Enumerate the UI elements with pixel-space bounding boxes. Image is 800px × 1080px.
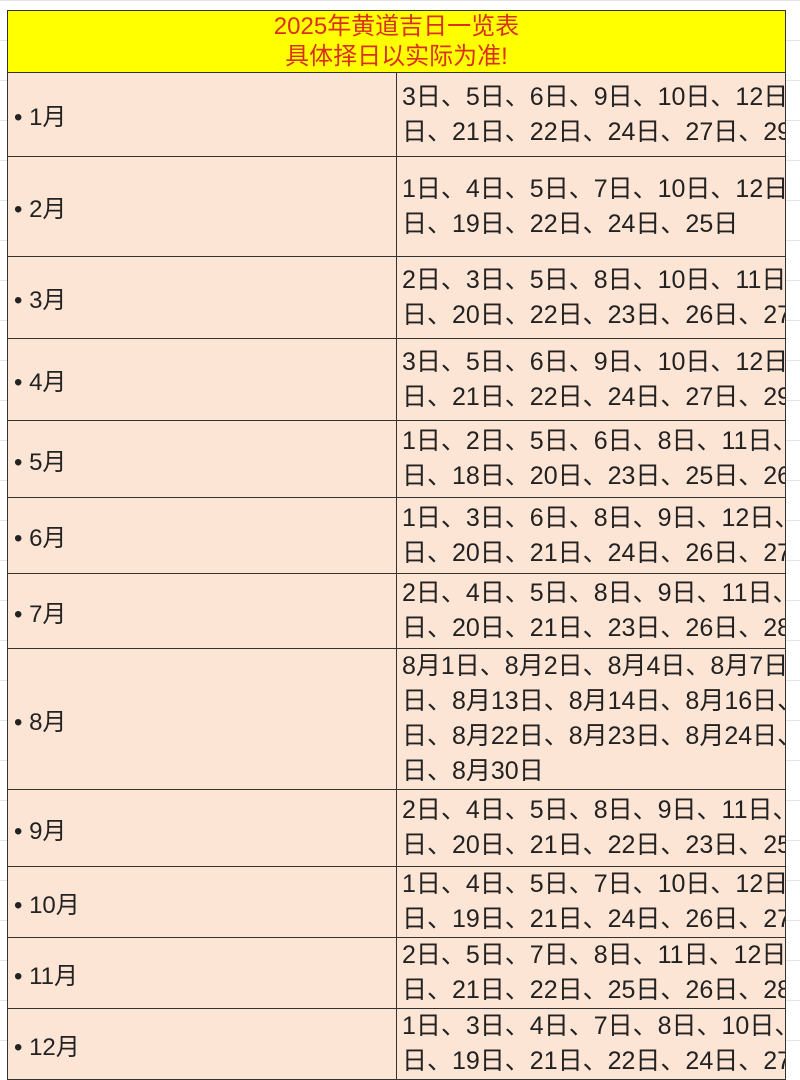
days-cell[interactable]: 2日、5日、7日、8日、11日、12日、14日、17日、19 日、21日、22日、… <box>396 937 786 1009</box>
days-line: 2日、3日、5日、8日、10日、11日、14日、15日、17 <box>402 265 786 294</box>
days-line: 3日、5日、6日、9日、10日、12日、15日、17日、18 <box>402 347 785 376</box>
table-subtitle: 具体择日以实际为准! <box>285 42 508 70</box>
auspicious-days-table: 2025年黄道吉日一览表 具体择日以实际为准! • 1月 3日、5日、6日、9日、… <box>7 10 786 1080</box>
month-cell[interactable]: • 4月 <box>7 338 397 421</box>
days-line: 2日、5日、7日、8日、11日、12日、14日、17日、19 <box>402 941 786 969</box>
days-cell[interactable]: 2日、4日、5日、8日、9日、11日、14日、16日、17 日、20日、21日、2… <box>396 789 786 867</box>
month-cell[interactable]: • 9月 <box>7 789 397 867</box>
month-cell[interactable]: • 10月 <box>7 866 397 938</box>
days-line: 日、20日、22日、23日、26日、27日、29日、31日 <box>402 300 785 329</box>
days-cell[interactable]: 1日、4日、5日、7日、10日、12日、13日、16日、17 日、19日、22日、… <box>396 156 786 257</box>
table-title: 2025年黄道吉日一览表 <box>273 12 520 40</box>
days-cell[interactable]: 1日、3日、4日、7日、8日、10日、13日、15日、16 日、19日、21日、2… <box>396 1008 786 1080</box>
month-cell[interactable]: • 8月 <box>7 648 397 790</box>
days-line: 日、19日、22日、24日、25日 <box>402 209 739 238</box>
days-cell[interactable]: 2日、4日、5日、8日、9日、11日、14日、16日、17 日、20日、21日、2… <box>396 573 786 649</box>
month-cell[interactable]: • 11月 <box>7 937 397 1009</box>
days-line: 日、19日、21日、24日、26日、27日、30日、31日 <box>402 905 785 933</box>
month-cell[interactable]: • 5月 <box>7 420 397 498</box>
days-cell[interactable]: 3日、5日、6日、9日、10日、12日、15日、17日、18 日、21日、22日、… <box>396 338 786 421</box>
days-cell[interactable]: 8月1日、8月2日、8月4日、8月7日、8月9日、8月10 日、8月13日、8月1… <box>396 648 786 790</box>
days-cell[interactable]: 3日、5日、6日、9日、10日、12日、15日、17日、18 日、21日、22日、… <box>396 72 786 157</box>
days-cell[interactable]: 2日、3日、5日、8日、10日、11日、14日、15日、17 日、20日、22日、… <box>396 256 786 339</box>
month-cell[interactable]: • 1月 <box>7 72 397 157</box>
days-line: 2日、4日、5日、8日、9日、11日、14日、16日、17 <box>402 579 785 607</box>
month-cell[interactable]: • 6月 <box>7 497 397 574</box>
days-cell[interactable]: 1日、3日、6日、8日、9日、12日、13日、15日、18 日、20日、21日、2… <box>396 497 786 574</box>
month-cell[interactable]: • 7月 <box>7 573 397 649</box>
days-cell[interactable]: 1日、2日、5日、6日、8日、11日、13日、14日、17 日、18日、20日、2… <box>396 420 786 498</box>
days-line: 日、8月13日、8月14日、8月16日、8月19日、8月21 <box>402 687 785 715</box>
days-cell[interactable]: 1日、4日、5日、7日、10日、12日、13日、16日、17 日、19日、21日、… <box>396 866 786 938</box>
days-line: 日、21日、22日、24日、27日、29日、31日 <box>402 117 785 146</box>
days-line: 1日、2日、5日、6日、8日、11日、13日、14日、17 <box>402 427 785 455</box>
days-line: 日、20日、21日、23日、26日、28日、29日 <box>402 614 785 642</box>
days-line: 1日、3日、4日、7日、8日、10日、13日、15日、16 <box>402 1012 785 1040</box>
header-cell[interactable]: 2025年黄道吉日一览表 具体择日以实际为准! <box>7 10 786 73</box>
month-cell[interactable]: • 12月 <box>7 1008 397 1080</box>
days-line: 1日、4日、5日、7日、10日、12日、13日、16日、17 <box>402 174 785 203</box>
days-line: 日、21日、22日、25日、26日、28日 <box>402 976 786 1004</box>
days-line: 日、8月30日 <box>402 757 544 785</box>
days-line: 2日、4日、5日、8日、9日、11日、14日、16日、17 <box>402 796 785 824</box>
days-line: 日、21日、22日、24日、27日、29日 <box>402 382 786 411</box>
days-line: 日、18日、20日、23日、25日、26日、27日、28日、 <box>402 462 785 490</box>
days-line: 日、8月22日、8月23日、8月24日、8月27日、8月28 <box>402 722 785 750</box>
days-line: 1日、3日、6日、8日、9日、12日、13日、15日、18 <box>402 503 785 532</box>
days-line: 日、19日、21日、22日、24日、27日、29日、30日 <box>402 1047 785 1075</box>
month-cell[interactable]: • 3月 <box>7 256 397 339</box>
days-line: 1日、4日、5日、7日、10日、12日、13日、16日、17 <box>402 870 785 898</box>
days-line: 3日、5日、6日、9日、10日、12日、15日、17日、18 <box>402 82 785 111</box>
month-cell[interactable]: • 2月 <box>7 156 397 257</box>
days-line: 8月1日、8月2日、8月4日、8月7日、8月9日、8月10 <box>402 652 786 680</box>
days-line: 日、20日、21日、24日、26日、27日、29日 <box>402 538 785 567</box>
table-header-row: 2025年黄道吉日一览表 具体择日以实际为准! <box>7 10 786 73</box>
days-line: 日、20日、21日、22日、23日、25日、28日、30日 <box>402 831 785 859</box>
